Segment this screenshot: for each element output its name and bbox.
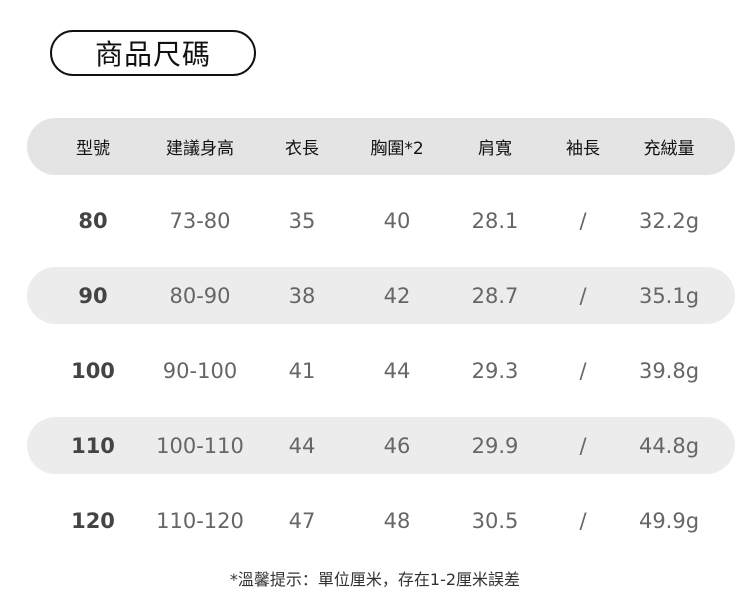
header-height: 建議身高 [166,139,234,159]
header-model: 型號 [76,139,110,159]
cell-shoulder: 28.7 [471,283,519,308]
cell-chest: 48 [383,508,411,533]
cell-shoulder: 28.1 [471,208,519,233]
cell-down-fill: 39.8g [638,358,700,383]
table-row: 80 73-80 35 40 28.1 / 32.2g [27,192,735,249]
cell-down-fill: 32.2g [638,208,700,233]
table-row: 100 90-100 41 44 29.3 / 39.8g [27,342,735,399]
cell-sleeve: / [579,508,587,533]
header-length: 衣長 [285,139,319,159]
cell-length: 47 [288,508,316,533]
cell-sleeve: / [579,358,587,383]
cell-length: 35 [288,208,316,233]
cell-shoulder: 30.5 [471,508,519,533]
cell-length: 44 [288,433,316,458]
cell-height: 100-110 [156,433,244,458]
cell-length: 38 [288,283,316,308]
cell-model: 110 [71,433,115,458]
cell-model: 100 [71,358,115,383]
cell-chest: 46 [383,433,411,458]
cell-chest: 42 [383,283,411,308]
table-header: 型號 建議身高 衣長 胸圍*2 肩寬 袖長 充絨量 [27,118,735,175]
cell-shoulder: 29.3 [471,358,519,383]
cell-height: 90-100 [162,358,238,383]
header-shoulder: 肩寬 [478,139,512,159]
header-sleeve: 袖長 [566,139,600,159]
cell-model: 120 [71,508,115,533]
cell-down-fill: 49.9g [638,508,700,533]
cell-down-fill: 35.1g [638,283,700,308]
cell-model: 90 [78,283,108,308]
cell-length: 41 [288,358,316,383]
table-row: 90 80-90 38 42 28.7 / 35.1g [27,267,735,324]
table-row: 120 110-120 47 48 30.5 / 49.9g [27,492,735,549]
cell-height: 110-120 [156,508,244,533]
header-down-fill: 充絨量 [643,139,695,159]
cell-sleeve: / [579,433,587,458]
table-row: 110 100-110 44 46 29.9 / 44.8g [27,417,735,474]
cell-height: 80-90 [169,283,231,308]
cell-sleeve: / [579,283,587,308]
cell-chest: 40 [383,208,411,233]
footnote: *溫馨提示：單位厘米，存在1-2厘米誤差 [229,570,521,589]
page-title: 商品尺碼 [50,30,256,76]
cell-shoulder: 29.9 [471,433,519,458]
cell-height: 73-80 [169,208,231,233]
cell-down-fill: 44.8g [638,433,700,458]
cell-chest: 44 [383,358,411,383]
cell-model: 80 [78,208,108,233]
header-chest: 胸圍*2 [370,139,424,159]
cell-sleeve: / [579,208,587,233]
